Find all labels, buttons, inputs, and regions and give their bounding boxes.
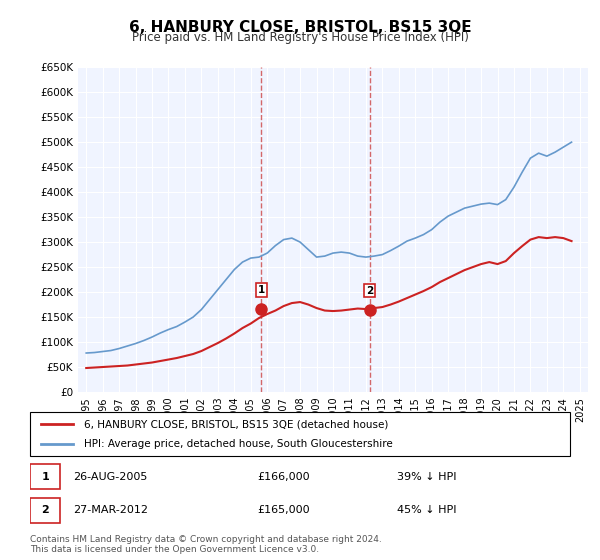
Text: 26-AUG-2005: 26-AUG-2005: [73, 472, 148, 482]
Text: 2: 2: [41, 505, 49, 515]
Text: Price paid vs. HM Land Registry's House Price Index (HPI): Price paid vs. HM Land Registry's House …: [131, 31, 469, 44]
Text: 1: 1: [258, 285, 265, 295]
FancyBboxPatch shape: [30, 412, 570, 456]
Text: 2: 2: [366, 286, 373, 296]
Text: 1: 1: [41, 472, 49, 482]
Text: 6, HANBURY CLOSE, BRISTOL, BS15 3QE (detached house): 6, HANBURY CLOSE, BRISTOL, BS15 3QE (det…: [84, 419, 388, 429]
Text: HPI: Average price, detached house, South Gloucestershire: HPI: Average price, detached house, Sout…: [84, 439, 393, 449]
Text: 27-MAR-2012: 27-MAR-2012: [73, 505, 148, 515]
Text: £166,000: £166,000: [257, 472, 310, 482]
Text: 6, HANBURY CLOSE, BRISTOL, BS15 3QE: 6, HANBURY CLOSE, BRISTOL, BS15 3QE: [128, 20, 472, 35]
Text: Contains HM Land Registry data © Crown copyright and database right 2024.
This d: Contains HM Land Registry data © Crown c…: [30, 535, 382, 554]
Text: £165,000: £165,000: [257, 505, 310, 515]
Text: 39% ↓ HPI: 39% ↓ HPI: [397, 472, 457, 482]
Text: 45% ↓ HPI: 45% ↓ HPI: [397, 505, 457, 515]
FancyBboxPatch shape: [30, 464, 60, 489]
FancyBboxPatch shape: [30, 497, 60, 523]
